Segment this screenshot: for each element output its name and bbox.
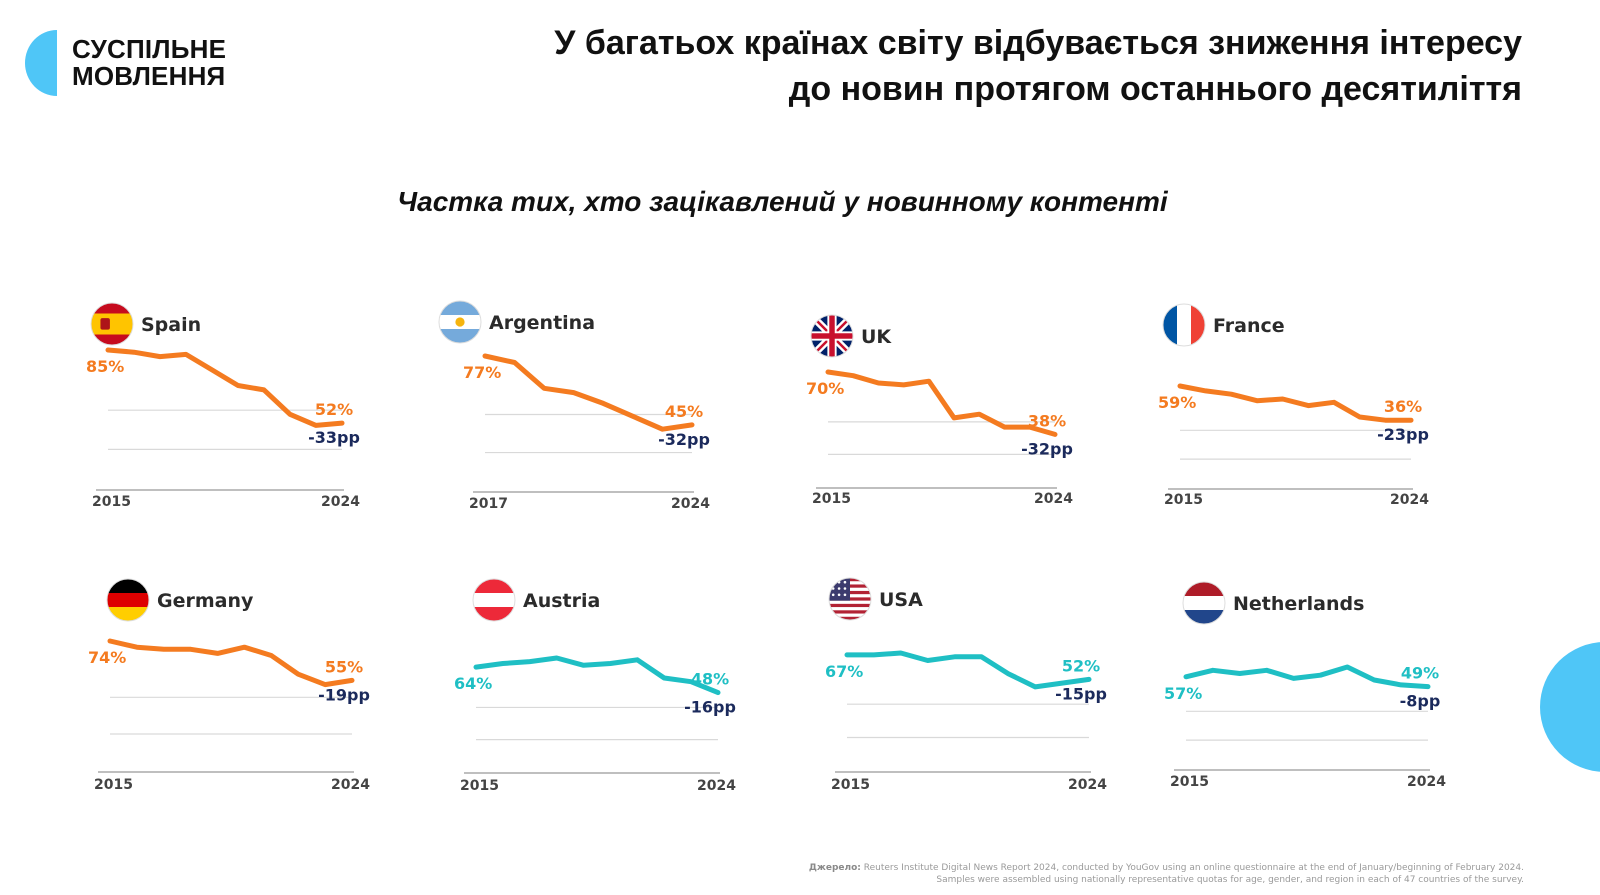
chart-panel-argentina: Argentina 77% 45% -32pp 2017 2024 <box>438 300 710 512</box>
x-tick-end: 2024 <box>1407 774 1446 790</box>
end-value-label: 38% <box>1028 411 1066 430</box>
change-label: -8pp <box>1400 692 1441 711</box>
usa-flag-icon <box>829 578 871 620</box>
end-value-label: 48% <box>691 670 729 689</box>
start-value-label: 70% <box>806 379 844 398</box>
page-headline: У багатьох країнах світу відбувається зн… <box>422 20 1522 112</box>
series-line <box>1177 383 1414 423</box>
chart-title: Spain <box>141 314 201 336</box>
series-line <box>473 655 721 696</box>
x-tick-end: 2024 <box>321 494 360 510</box>
end-value-label: 52% <box>1062 656 1100 675</box>
x-tick-end: 2024 <box>331 777 370 793</box>
source-label: Джерело: <box>808 863 861 873</box>
x-tick-end: 2024 <box>1068 777 1107 793</box>
chart-panel-uk: UK 70% 38% -32pp 2015 2024 <box>806 314 1073 507</box>
x-tick-end: 2024 <box>697 778 736 794</box>
change-label: -33pp <box>308 428 360 447</box>
end-value-label: 36% <box>1384 397 1422 416</box>
series-line <box>825 369 1058 437</box>
change-label: -32pp <box>658 430 710 449</box>
netherlands-flag-icon <box>1183 582 1225 624</box>
x-tick-start: 2017 <box>469 496 508 512</box>
germany-flag-icon <box>107 579 149 621</box>
brand-line-2: МОВЛЕННЯ <box>72 61 226 91</box>
x-tick-end: 2024 <box>671 496 710 512</box>
chart-title: UK <box>861 326 892 348</box>
chart-title: Germany <box>157 590 254 612</box>
brand-line-1: СУСПІЛЬНЕ <box>72 34 227 64</box>
spain-flag-icon <box>91 303 133 345</box>
start-value-label: 59% <box>1158 393 1196 412</box>
start-value-label: 67% <box>825 662 863 681</box>
start-value-label: 64% <box>454 674 492 693</box>
x-tick-start: 2015 <box>812 491 851 507</box>
brand-logo-icon <box>25 30 57 96</box>
brand-wordmark: СУСПІЛЬНЕ МОВЛЕННЯ <box>72 36 226 90</box>
france-flag-icon <box>1163 304 1205 346</box>
austria-flag-icon <box>473 579 515 621</box>
headline-line-2: до новин протягом останнього десятиліття <box>788 70 1522 108</box>
start-value-label: 57% <box>1164 684 1202 703</box>
change-label: -23pp <box>1377 425 1429 444</box>
chart-title: Argentina <box>489 312 595 334</box>
uk-flag-icon <box>811 315 853 357</box>
end-value-label: 55% <box>325 657 363 676</box>
chart-panel-netherlands: Netherlands 57% 49% -8pp 2015 2024 <box>1164 581 1446 790</box>
end-value-label: 49% <box>1401 664 1439 683</box>
chart-panel-usa: USA 67% 52% -15pp 2015 2024 <box>825 577 1107 793</box>
end-value-label: 52% <box>315 400 353 419</box>
chart-title: France <box>1213 315 1285 337</box>
source-line-1: Reuters Institute Digital News Report 20… <box>863 863 1524 873</box>
chart-title: Austria <box>523 590 600 612</box>
x-tick-start: 2015 <box>92 494 131 510</box>
x-tick-end: 2024 <box>1034 491 1073 507</box>
x-tick-start: 2015 <box>1170 774 1209 790</box>
x-tick-start: 2015 <box>460 778 499 794</box>
series-line <box>844 650 1092 690</box>
x-tick-start: 2015 <box>1164 492 1203 508</box>
change-label: -16pp <box>684 698 736 717</box>
change-label: -19pp <box>318 685 370 704</box>
chart-title: Netherlands <box>1233 593 1364 615</box>
chart-panel-austria: Austria 64% 48% -16pp 2015 2024 <box>454 578 736 794</box>
x-tick-start: 2015 <box>831 777 870 793</box>
start-value-label: 85% <box>86 357 124 376</box>
brand-logo: СУСПІЛЬНЕ МОВЛЕННЯ <box>24 30 264 100</box>
start-value-label: 77% <box>463 363 501 382</box>
change-label: -15pp <box>1055 684 1107 703</box>
chart-subtitle: Частка тих, хто зацікавлений у новинному… <box>397 186 1168 217</box>
series-line <box>1183 664 1431 690</box>
chart-panel-germany: Germany 74% 55% -19pp 2015 2024 <box>88 578 370 793</box>
x-tick-end: 2024 <box>1390 492 1429 508</box>
series-line <box>105 347 345 428</box>
source-line-2: Samples were assembled using nationally … <box>936 875 1524 885</box>
series-line <box>107 638 355 688</box>
chart-panel-france: France 59% 36% -23pp 2015 2024 <box>1158 303 1429 508</box>
source-note: Джерело: Reuters Institute Digital News … <box>624 862 1524 886</box>
start-value-label: 74% <box>88 648 126 667</box>
chart-panel-spain: Spain 85% 52% -33pp 2015 2024 <box>86 302 360 510</box>
chart-title: USA <box>879 589 923 611</box>
series-line <box>482 353 695 432</box>
headline-line-1: У багатьох країнах світу відбувається зн… <box>554 24 1522 62</box>
argentina-flag-icon <box>439 301 481 343</box>
x-tick-start: 2015 <box>94 777 133 793</box>
end-value-label: 45% <box>665 402 703 421</box>
change-label: -32pp <box>1021 439 1073 458</box>
